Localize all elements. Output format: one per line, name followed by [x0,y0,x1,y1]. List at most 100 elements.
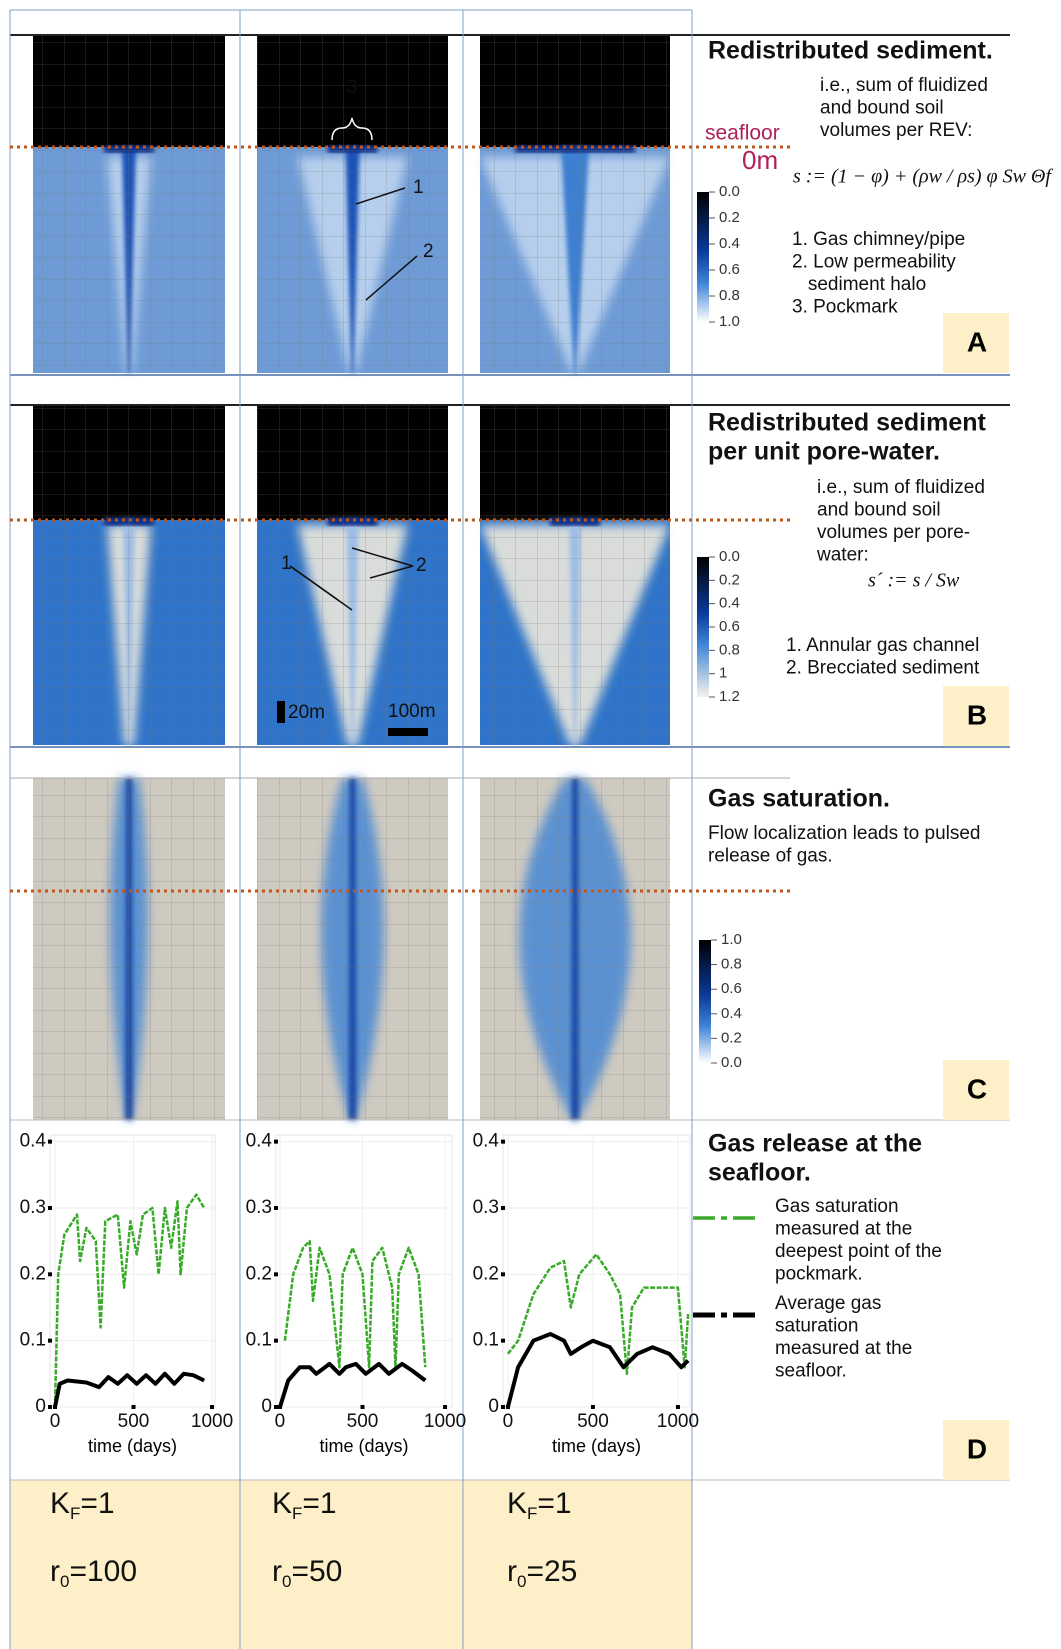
grid-overlay [33,405,225,745]
colorbar-label: 0.6 [719,618,740,635]
description: i.e., sum of fluidized [820,75,988,96]
case-k: KF=1 [272,1487,337,1524]
y-tick [48,1405,52,1409]
colorbar [697,192,709,322]
case-r: r0=50 [272,1555,342,1592]
panel-letter: B [967,699,987,730]
text-part: 0 [60,1572,69,1591]
description: volumes per REV: [820,120,972,141]
list-item: sediment halo [792,274,926,295]
colorbar-label: 1.0 [719,313,740,330]
colorbar-label: 0.4 [719,595,740,612]
x-tick-label: 500 [347,1411,379,1432]
grid-overlay [257,778,448,1120]
annotation: 2 [423,241,434,262]
legend-text: measured at the [775,1338,912,1359]
x-tick-label: 0 [275,1411,286,1432]
colorbar-label: 0.8 [719,287,740,304]
y-tick [501,1405,505,1409]
depth-label: 0m [742,145,778,175]
text-part: r [507,1555,517,1588]
y-tick-label: 0.1 [473,1330,499,1351]
x-tick-label: 1000 [191,1411,233,1432]
case-k: KF=1 [507,1487,572,1524]
grid-overlay [480,35,670,373]
legend-text: deepest point of the [775,1241,942,1262]
y-tick-label: 0.4 [246,1131,273,1152]
panel-title: per unit pore-water. [708,438,940,466]
legend-text: seafloor. [775,1361,847,1382]
text-part: F [70,1504,80,1523]
panel-letter: A [967,326,987,357]
x-axis-label: time (days) [88,1436,177,1456]
y-tick-label: 0 [261,1396,272,1417]
seafloor-label: seafloor [705,122,780,145]
text-part: =1 [80,1487,114,1520]
colorbar-label: 0.4 [721,1005,742,1022]
y-tick [48,1272,52,1277]
text-part: =100 [69,1555,137,1588]
panel-letter: C [967,1073,987,1104]
legend-text: Average gas [775,1293,881,1314]
panel-letter: D [967,1433,987,1464]
panel-title: seafloor. [708,1159,811,1187]
y-tick-label: 0.4 [473,1131,500,1152]
layout [10,1480,692,1649]
text-part: F [292,1504,302,1523]
text-part: K [507,1487,527,1520]
colorbar-label: 0.2 [719,571,740,588]
colorbar-label: 0.0 [719,548,740,565]
grid-overlay [33,778,225,1120]
colorbar-label: 0.4 [719,235,740,252]
x-tick-label: 1000 [424,1411,466,1432]
description: volumes per pore- [817,522,970,543]
y-tick-label: 0.3 [20,1197,46,1218]
y-tick-label: 0.1 [20,1330,46,1351]
text-part: =1 [302,1487,336,1520]
text-part: K [50,1487,70,1520]
letter-box [943,313,1009,373]
series-line [506,1253,690,1376]
y-tick-label: 0.3 [246,1197,272,1218]
text-part: =25 [526,1555,577,1588]
list-item: 3. Pockmark [792,297,898,318]
y-tick-label: 0.1 [246,1330,272,1351]
y-tick-label: 0.2 [473,1263,499,1284]
formula: s´ := s / Sw [868,570,960,592]
text-part: =50 [291,1555,342,1588]
panel-title: Redistributed sediment. [708,37,993,65]
series-line [283,1239,427,1369]
y-tick [274,1405,278,1409]
text-part: =1 [537,1487,571,1520]
legend-text: measured at the [775,1219,912,1240]
colorbar-label: 1.2 [719,688,740,705]
y-tick-label: 0.4 [20,1131,47,1152]
letter-box [943,686,1009,746]
case-k: KF=1 [50,1487,115,1524]
plot-area [49,1134,216,1408]
colorbar-label: 1 [719,665,727,682]
case-r: r0=100 [50,1555,137,1592]
text-part: r [272,1555,282,1588]
x-tick [675,1405,680,1409]
grid-overlay [480,405,670,745]
colorbar-label: 0.8 [721,956,742,973]
list-item: 2. Brecciated sediment [786,658,980,679]
y-tick [274,1338,278,1343]
x-axis-label: time (days) [552,1436,641,1456]
x-tick-label: 0 [503,1411,514,1432]
legend-text: pockmark. [775,1264,863,1285]
x-tick [360,1405,365,1409]
grid-overlay [33,35,225,373]
x-tick [590,1405,595,1409]
series-line [53,1371,206,1408]
colorbar-label: 1.0 [721,931,742,948]
plot-area [502,1134,691,1408]
text-part: 0 [517,1572,526,1591]
colorbar-label: 0.0 [721,1054,742,1071]
y-tick [48,1205,52,1210]
x-tick [210,1405,215,1409]
description: and bound soil [817,500,941,521]
description: and bound soil [820,98,944,119]
